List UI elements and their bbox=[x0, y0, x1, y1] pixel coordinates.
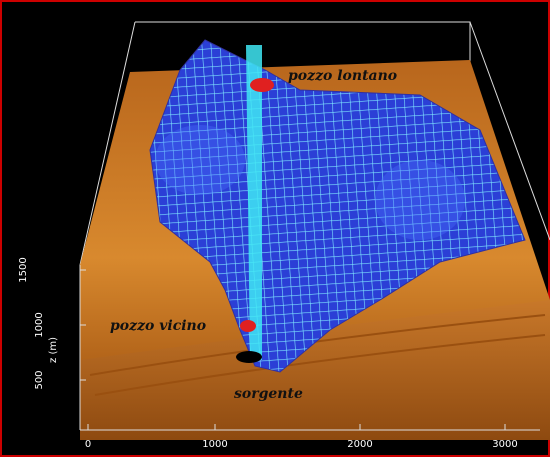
x-tick-label: 1000 bbox=[202, 439, 227, 450]
surface-highlight bbox=[155, 125, 245, 195]
source-marker bbox=[236, 351, 262, 363]
terrain-front bbox=[80, 300, 550, 440]
far-well-label: pozzo lontano bbox=[288, 68, 397, 84]
plume-surface bbox=[149, 39, 526, 373]
near-well-label: pozzo vicino bbox=[110, 318, 206, 334]
z-tick-label: 1500 bbox=[18, 257, 29, 282]
well-column bbox=[246, 45, 262, 360]
x-tick-label: 0 bbox=[85, 439, 91, 450]
z-tick-label: 1000 bbox=[34, 312, 45, 337]
source-label: sorgente bbox=[234, 386, 303, 402]
x-tick-label: 3000 bbox=[492, 439, 517, 450]
near-well-marker bbox=[240, 320, 256, 332]
axes bbox=[79, 265, 540, 431]
bounding-box bbox=[79, 21, 550, 266]
x-tick-label: 2000 bbox=[347, 439, 372, 450]
z-tick-label: 500 bbox=[34, 370, 45, 389]
surface-highlight bbox=[375, 160, 465, 240]
z-axis-title: z (m) bbox=[48, 337, 59, 363]
far-well-marker bbox=[250, 78, 274, 92]
